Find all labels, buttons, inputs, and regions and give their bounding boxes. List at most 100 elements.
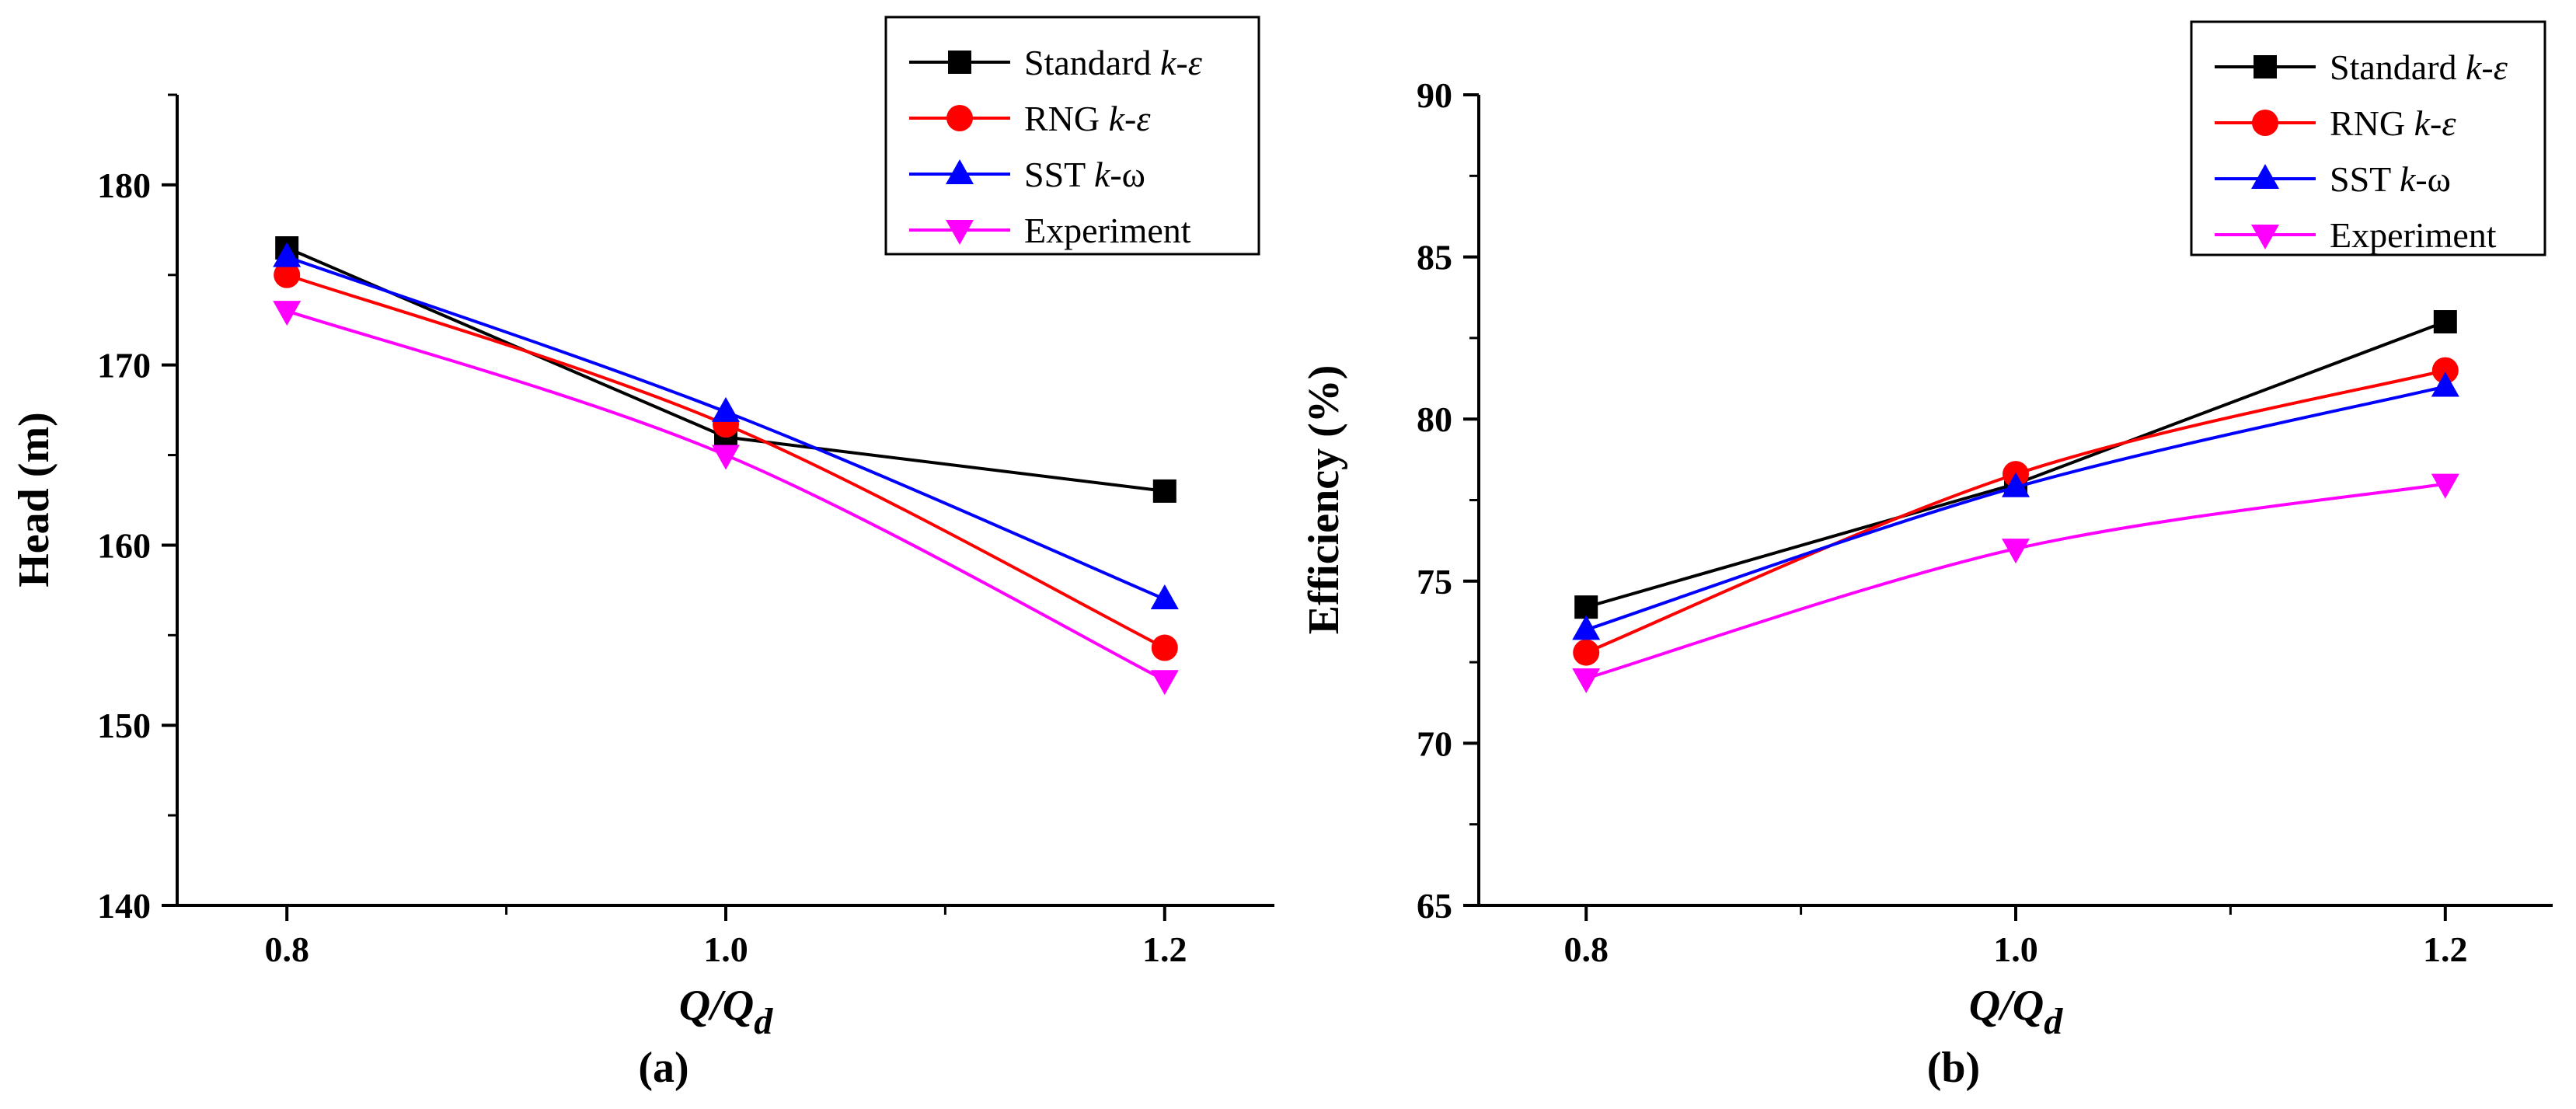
x-axis-title: Q/Qd xyxy=(679,982,773,1042)
panel-label: (a) xyxy=(638,1044,688,1092)
legend-label-model: k-ε xyxy=(1109,99,1152,138)
x-tick-label: 0.8 xyxy=(1563,929,1609,969)
legend-item: Experiment xyxy=(2215,215,2497,255)
y-tick-label: 70 xyxy=(1417,724,1452,763)
legend-label-suffix: -ω xyxy=(2415,159,2451,199)
y-tick-label: 65 xyxy=(1417,886,1452,926)
legend-label-name: Experiment xyxy=(2330,215,2497,255)
data-point xyxy=(274,261,301,288)
series-sst xyxy=(1572,371,2459,640)
legend-label-name: SST xyxy=(1024,155,1094,194)
legend-label-model: k xyxy=(1094,155,1111,194)
legend-item: SST k-ω xyxy=(2215,159,2451,199)
legend-label-model: k-ε xyxy=(2466,47,2508,87)
series-experiment xyxy=(1572,473,2459,693)
series-line xyxy=(1585,482,2446,680)
x-tick-label: 1.2 xyxy=(2423,929,2468,969)
y-tick-label: 160 xyxy=(97,525,151,565)
legend-box xyxy=(2190,20,2546,256)
data-point xyxy=(2431,473,2459,499)
series-line xyxy=(1585,385,2446,632)
y-tick-label: 180 xyxy=(97,166,151,205)
legend-marker xyxy=(946,105,973,131)
x-tick-label: 1.0 xyxy=(1993,929,2038,969)
data-point xyxy=(712,445,740,470)
y-tick-label: 150 xyxy=(97,706,151,745)
data-point xyxy=(2431,371,2459,397)
series-experiment xyxy=(273,301,1179,696)
data-point xyxy=(1574,595,1598,619)
y-tick-label: 75 xyxy=(1417,562,1452,602)
legend-marker xyxy=(946,220,974,245)
series-sst xyxy=(273,242,1179,609)
legend-label: SST k-ω xyxy=(1024,155,1145,194)
x-tick-label: 1.2 xyxy=(1142,929,1187,969)
legend-label-model: k xyxy=(2400,159,2417,199)
legend-label-name: RNG xyxy=(1024,99,1109,138)
legend-label: Experiment xyxy=(2330,215,2497,255)
legend-marker xyxy=(2251,164,2279,189)
legend-item: Experiment xyxy=(909,211,1191,250)
data-point xyxy=(273,301,302,326)
legend-label-name: Standard xyxy=(2330,47,2466,87)
data-point xyxy=(1151,634,1178,661)
data-point xyxy=(1572,615,1601,640)
data-point xyxy=(1573,639,1600,666)
data-point xyxy=(1152,479,1176,503)
legend-label-model: k-ε xyxy=(2414,103,2457,143)
y-tick-label: 90 xyxy=(1417,75,1452,115)
legend-label: Experiment xyxy=(1024,211,1191,250)
legend-label: SST k-ω xyxy=(2330,159,2451,199)
x-axis-title: Q/Qd xyxy=(1969,982,2063,1042)
data-point xyxy=(1150,584,1179,609)
legend-label-model: k-ε xyxy=(1160,43,1203,82)
data-point xyxy=(273,242,302,267)
legend-marker xyxy=(2251,225,2279,249)
x-axis-title-q2: Q xyxy=(2013,982,2044,1030)
x-tick-label: 1.0 xyxy=(703,929,748,969)
legend-item: SST k-ω xyxy=(909,155,1145,194)
x-axis-title-q: Q xyxy=(1969,982,2000,1030)
legend-marker xyxy=(948,51,971,74)
legend-item: RNG k-ε xyxy=(909,99,1151,138)
legend-marker xyxy=(2254,55,2277,78)
legend-label: Standard k-ε xyxy=(2330,47,2508,87)
legend-label-name: Experiment xyxy=(1024,211,1191,250)
y-tick-label: 140 xyxy=(97,886,151,926)
series-rng xyxy=(1573,357,2459,666)
y-axis-title: Efficiency (%) xyxy=(1300,365,1348,635)
legend-marker xyxy=(946,159,974,184)
legend-label: RNG k-ε xyxy=(1024,99,1151,138)
legend-item: RNG k-ε xyxy=(2215,103,2456,143)
legend-label: Standard k-ε xyxy=(1024,43,1203,82)
y-tick-label: 80 xyxy=(1417,399,1452,439)
series-line xyxy=(1585,368,2446,654)
chart-panel-b: 65 70 75 80 85 90 0.8 1.0 1.2 Efficiency (%) Q/Qd(… xyxy=(1300,20,2553,1092)
data-point xyxy=(2002,472,2030,497)
data-point xyxy=(712,396,740,422)
x-axis-title-subscript: d xyxy=(2044,1001,2063,1042)
data-point xyxy=(1572,668,1601,693)
data-point xyxy=(1150,670,1179,696)
x-axis-title-q2: Q xyxy=(723,982,754,1030)
legend-item: Standard k-ε xyxy=(909,43,1203,82)
legend-marker xyxy=(2252,110,2278,136)
series-line xyxy=(286,309,1166,682)
legend-label-name: RNG xyxy=(2330,103,2414,143)
panel-label: (b) xyxy=(1927,1044,1980,1092)
legend-label-suffix: -ω xyxy=(1110,155,1145,194)
y-axis-title: Head (m) xyxy=(10,412,58,588)
data-point xyxy=(2002,539,2030,564)
x-tick-label: 0.8 xyxy=(264,929,309,969)
legend-item: Standard k-ε xyxy=(2215,47,2508,87)
data-point xyxy=(2431,357,2459,384)
x-axis-title-subscript: d xyxy=(754,1001,773,1042)
y-tick-label: 170 xyxy=(97,346,151,385)
legend-label-name: SST xyxy=(2330,159,2400,199)
x-axis-title-q: Q xyxy=(679,982,710,1030)
data-point xyxy=(2433,310,2457,334)
legend-label-name: Standard xyxy=(1024,43,1160,82)
